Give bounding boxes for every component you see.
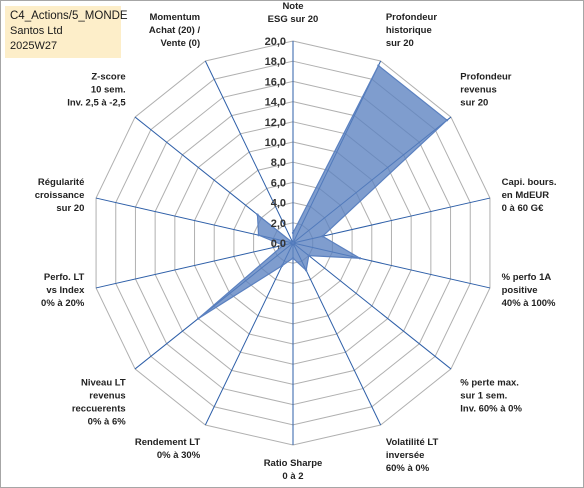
info-category: C4_Actions/5_MONDE (10, 10, 128, 22)
axis-label: % perfo 1A positive 40% à 100% (502, 272, 556, 309)
tick-label: 2,0 (271, 218, 286, 230)
axis-label: Note ESG sur 20 (268, 1, 319, 25)
series-area (197, 64, 448, 320)
series-point (291, 231, 295, 235)
info-box: C4_Actions/5_MONDE Santos Ltd 2025W27 (5, 6, 128, 58)
axis-spoke (95, 242, 294, 289)
tick-label: 6,0 (271, 177, 286, 189)
axis-label: Volatilité LT inversée 60% à 0% (386, 437, 439, 474)
series-point (445, 119, 449, 122)
axis-label: % perte max. sur 1 sem. Inv. 60% à 0% (460, 377, 522, 414)
tick-label: 12,0 (265, 117, 286, 129)
axis-label: Niveau LT revenus reccuerents 0% à 6% (72, 377, 126, 427)
series-point (281, 244, 285, 247)
axis-label: Momentum Achat (20) / Vente (0) (149, 12, 201, 49)
tick-label: 14,0 (265, 97, 286, 109)
series-point (321, 235, 324, 238)
axis-label: Rendement LT 0% à 30% (135, 437, 201, 461)
tick-label: 18,0 (265, 56, 286, 68)
tick-label: 8,0 (271, 157, 286, 169)
axis-spoke (292, 242, 452, 370)
series-point (291, 241, 295, 245)
series-point (307, 254, 310, 257)
axis-label: Perfo. LT vs Index 0% à 20% (41, 272, 85, 309)
info-week: 2025W27 (10, 40, 58, 52)
tick-label: 20,0 (265, 36, 286, 48)
tick-label: 4,0 (271, 198, 286, 210)
axis-spoke (204, 242, 294, 426)
series-point (280, 264, 284, 267)
axis-label: Z-score 10 sem. Inv. 2,5 à -2,5 (67, 72, 126, 109)
axis-label: Capi. bours. en MdEUR 0 à 60 G€ (502, 177, 557, 214)
series-point (257, 233, 260, 237)
series-point (304, 269, 308, 272)
series-point (358, 257, 362, 260)
tick-label: 0,0 (271, 238, 286, 250)
axis-label: Profondeur revenus sur 20 (460, 72, 511, 109)
axis-label: Ratio Sharpe 0 à 2 (264, 458, 323, 482)
series-point (256, 213, 259, 216)
info-company: Santos Ltd (10, 25, 63, 37)
series-point (377, 64, 380, 67)
axis-spoke (204, 60, 294, 244)
series-point (197, 317, 200, 320)
tick-label: 10,0 (265, 137, 286, 149)
axis-spoke (292, 197, 491, 244)
axis-label: Régularité croissance sur 20 (35, 177, 85, 214)
series-point (291, 256, 295, 260)
axis-spoke (292, 242, 382, 426)
axis-label: Profondeur historique sur 20 (386, 12, 437, 49)
tick-label: 16,0 (265, 76, 286, 88)
